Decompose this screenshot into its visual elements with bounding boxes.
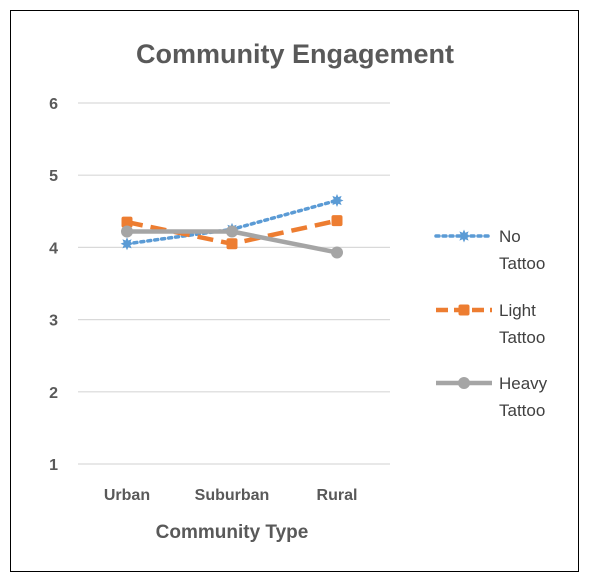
gridlines xyxy=(78,102,390,465)
series-group xyxy=(120,193,344,259)
series-heavy-tattoo xyxy=(121,225,343,259)
data-point xyxy=(121,225,133,238)
legend-label: Tattoo xyxy=(499,401,545,420)
legend-label: Light xyxy=(499,301,536,320)
y-axis-ticks: 1 2 3 4 5 6 xyxy=(49,96,58,474)
legend-label: Heavy xyxy=(499,374,548,393)
data-point xyxy=(330,193,344,207)
legend-swatch-marker xyxy=(458,304,470,316)
legend-swatch-marker xyxy=(457,229,471,243)
y-tick-label: 6 xyxy=(49,96,58,113)
legend-swatch-marker xyxy=(458,377,470,389)
legend-item: No Tattoo xyxy=(434,227,545,273)
x-axis-title: Community Type xyxy=(156,522,309,543)
y-tick-label: 2 xyxy=(49,385,58,402)
legend-label: Tattoo xyxy=(499,254,545,273)
data-point xyxy=(121,216,133,228)
data-point xyxy=(120,237,134,251)
x-axis-ticks: Urban Suburban Rural xyxy=(104,487,358,504)
chart-frame xyxy=(10,10,579,572)
y-tick-label: 3 xyxy=(49,313,58,330)
data-point xyxy=(331,246,343,259)
y-tick-label: 5 xyxy=(49,168,58,185)
x-tick-label: Suburban xyxy=(195,487,270,504)
legend-item: Heavy Tattoo xyxy=(436,374,548,420)
legend-item: Light Tattoo xyxy=(436,301,545,347)
y-tick-label: 1 xyxy=(49,457,58,474)
data-point xyxy=(226,238,238,250)
y-tick-label: 4 xyxy=(49,240,58,257)
legend-label: Tattoo xyxy=(499,328,545,347)
data-point xyxy=(331,215,343,227)
chart-title: Community Engagement xyxy=(136,39,454,69)
x-tick-label: Urban xyxy=(104,487,150,504)
legend: No Tattoo Light Tattoo Heavy Tattoo xyxy=(434,227,548,420)
data-point xyxy=(226,225,238,238)
legend-label: No xyxy=(499,227,521,246)
x-tick-label: Rural xyxy=(317,487,358,504)
